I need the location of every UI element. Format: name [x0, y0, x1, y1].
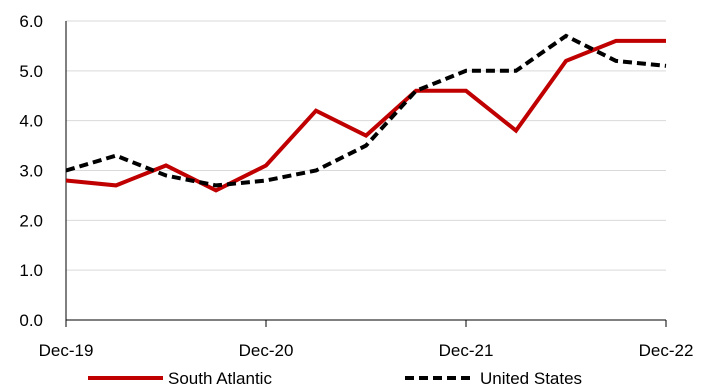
y-tick-label: 4.0 [19, 112, 43, 131]
legend-label: South Atlantic [168, 369, 272, 388]
y-tick-label: 3.0 [19, 162, 43, 181]
axes [65, 21, 667, 327]
series-line-united-states [65, 33, 667, 188]
series-line-south-atlantic [65, 38, 666, 193]
x-tick-labels: Dec-19 Dec-20 Dec-21 Dec-22 [39, 341, 694, 360]
y-tick-labels: 0.0 1.0 2.0 3.0 4.0 5.0 6.0 [19, 12, 43, 330]
legend: South Atlantic United States [88, 369, 582, 388]
x-tick-label: Dec-19 [39, 341, 94, 360]
x-tick-label: Dec-22 [639, 341, 694, 360]
y-tick-label: 5.0 [19, 62, 43, 81]
y-tick-label: 6.0 [19, 12, 43, 31]
series-lines [65, 33, 667, 193]
x-tick-label: Dec-20 [239, 341, 294, 360]
y-tick-label: 0.0 [19, 311, 43, 330]
y-tick-label: 1.0 [19, 261, 43, 280]
y-tick-label: 2.0 [19, 211, 43, 230]
x-tick-label: Dec-21 [439, 341, 494, 360]
gridlines [66, 20, 666, 271]
legend-label: United States [480, 369, 582, 388]
